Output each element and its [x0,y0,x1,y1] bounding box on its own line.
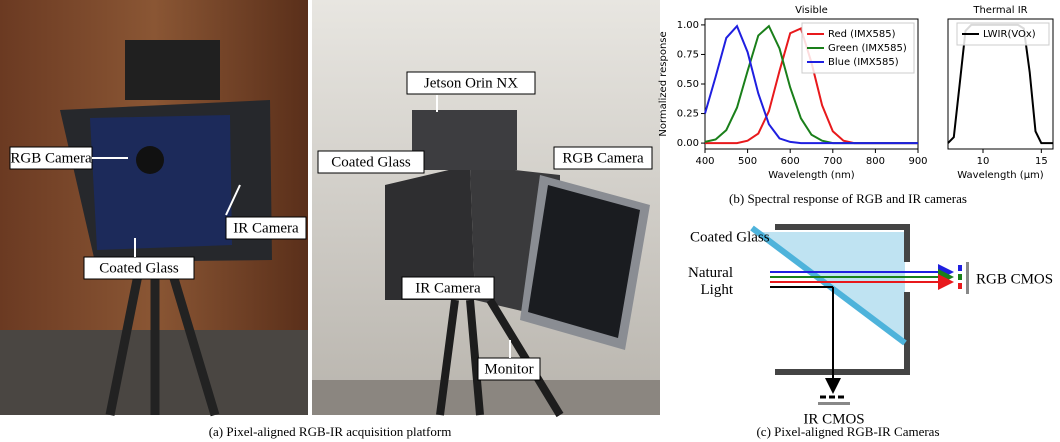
y-tick-label: 1.00 [677,20,699,31]
x-axis-label: Wavelength (nm) [768,170,854,181]
legend-label: Blue (IMX585) [828,57,899,68]
y-axis-label: Normalized response [658,31,669,136]
legend-label: Red (IMX585) [828,29,896,40]
x-tick-label: 10 [977,156,990,167]
diagram [752,227,969,405]
legend-label: Green (IMX585) [828,43,907,54]
y-tick-label: 0.75 [677,49,699,60]
caption: (c) Pixel-aligned RGB-IR Cameras [756,424,939,439]
photo-label: Jetson Orin NX [424,75,518,91]
y-tick-label: 0.00 [677,138,699,149]
chart-title: Visible [795,5,828,16]
photo-label: Coated Glass [99,260,179,276]
photo-label: RGB Camera [10,150,92,166]
photo-label: IR Camera [415,280,481,296]
diagram-label: Coated Glass [690,229,770,245]
chart-title: Thermal IR [972,5,1027,16]
x-tick-label: 600 [781,156,800,167]
photo-label: Coated Glass [331,154,411,170]
diagram-label: RGB CMOS [976,271,1053,287]
x-axis-label: Wavelength (μm) [957,170,1044,181]
x-tick-label: 500 [738,156,757,167]
legend-label: LWIR(VOx) [983,29,1036,40]
x-tick-label: 15 [1035,156,1048,167]
photo-label: Monitor [484,361,533,377]
x-tick-label: 400 [695,156,714,167]
photo-right [312,0,660,415]
y-tick-label: 0.25 [677,109,699,120]
photo-label: RGB Camera [562,150,644,166]
figure: RGB Camera IR Camera Coated Glass Jetson Or… [0,0,1060,442]
y-tick-label: 0.50 [677,79,699,90]
x-tick-label: 700 [823,156,842,167]
photo-left [0,0,308,415]
caption: (b) Spectral response of RGB and IR came… [729,191,967,206]
figure-canvas: RGB Camera IR Camera Coated Glass Jetson Or… [0,0,1060,442]
x-tick-label: 800 [866,156,885,167]
x-tick-label: 900 [908,156,927,167]
photo-label: IR Camera [233,220,299,236]
caption: (a) Pixel-aligned RGB-IR acquisition pla… [209,424,452,439]
